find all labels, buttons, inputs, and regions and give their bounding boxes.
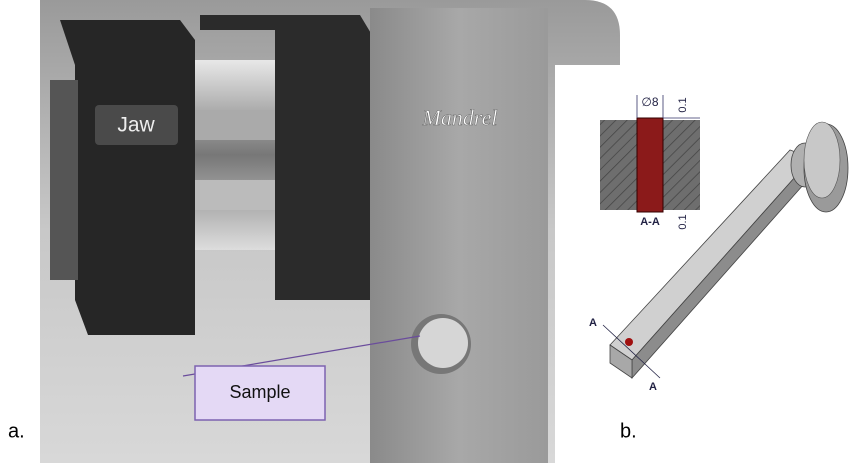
panel-label: a. bbox=[8, 420, 25, 442]
cut-mark: A bbox=[649, 381, 657, 393]
jaw-label: Jaw bbox=[117, 114, 155, 137]
figure: Jaw Mandrel Sample a. ∅8 0.1 0.1 A-A A A… bbox=[0, 0, 849, 463]
mandrel-label: Mandrel bbox=[422, 105, 498, 130]
section-name: A-A bbox=[640, 216, 660, 228]
dim-label: 0.1 bbox=[677, 97, 689, 112]
photo: Jaw Mandrel Sample bbox=[40, 0, 620, 463]
dim-label: 0.1 bbox=[677, 214, 689, 229]
sample-label: Sample bbox=[229, 382, 290, 402]
cut-mark: A bbox=[589, 317, 597, 329]
diameter-label: ∅8 bbox=[641, 95, 658, 109]
panel-label: b. bbox=[620, 420, 637, 442]
